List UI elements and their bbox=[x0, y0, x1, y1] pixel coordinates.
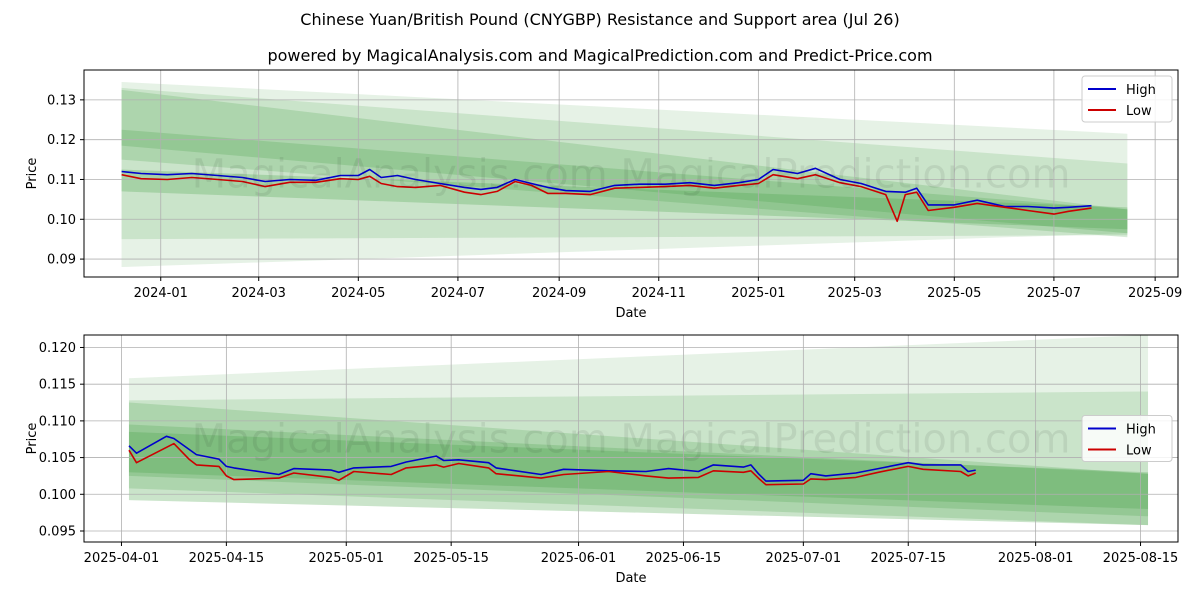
x-tick-label: 2025-07-01 bbox=[766, 551, 842, 566]
forecast-band-2 bbox=[128, 391, 1149, 526]
x-tick-label: 2024-03 bbox=[232, 286, 286, 301]
legend: High Low bbox=[1081, 75, 1173, 123]
y-tick-label: 0.10 bbox=[47, 213, 76, 228]
x-tick-label: 2025-06-15 bbox=[646, 551, 722, 566]
forecast-band-5 bbox=[121, 169, 1128, 230]
x-tick-label: 2025-04-01 bbox=[84, 551, 160, 566]
y-tick-label: 0.13 bbox=[47, 93, 76, 108]
forecast-band-4 bbox=[128, 424, 1149, 517]
legend-label-high: High bbox=[1126, 83, 1156, 98]
forecast-band-4 bbox=[121, 129, 1128, 234]
plot-frame bbox=[83, 334, 1179, 543]
x-tick-label: 2025-05-01 bbox=[308, 551, 384, 566]
y-tick-label: 0.105 bbox=[39, 451, 76, 466]
y-tick-label: 0.120 bbox=[39, 341, 76, 356]
y-tick-label: 0.11 bbox=[47, 173, 76, 188]
y-tick-label: 0.110 bbox=[39, 414, 76, 429]
watermark: MagicalAnalysis.com MagicalPrediction.co… bbox=[192, 152, 1071, 198]
x-tick-label: 2025-03 bbox=[828, 286, 882, 301]
x-tick-label: 2024-05 bbox=[331, 286, 385, 301]
legend: High Low bbox=[1081, 415, 1173, 462]
series-line-low bbox=[128, 442, 976, 486]
y-tick-label: 0.095 bbox=[39, 524, 76, 539]
forecast-band-1 bbox=[121, 81, 1128, 268]
x-tick-label: 2025-09 bbox=[1128, 286, 1182, 301]
plot-area bbox=[84, 335, 1178, 542]
y-tick-label: 0.115 bbox=[39, 378, 76, 393]
y-tick-label: 0.09 bbox=[47, 253, 76, 268]
x-tick-label: 2025-06-01 bbox=[541, 551, 617, 566]
x-tick-label: 2025-07 bbox=[1027, 286, 1081, 301]
y-axis-label: Price bbox=[25, 423, 40, 455]
forecast-band-1 bbox=[128, 335, 1149, 526]
y-axis-label: Price bbox=[25, 158, 40, 190]
y-tick-label: 0.100 bbox=[39, 488, 76, 503]
series-line-high bbox=[121, 167, 1092, 209]
x-tick-label: 2024-07 bbox=[431, 286, 485, 301]
x-tick-label: 2024-09 bbox=[532, 286, 586, 301]
x-tick-label: 2024-01 bbox=[134, 286, 188, 301]
forecast-band-3 bbox=[121, 89, 1128, 238]
x-tick-label: 2025-08-15 bbox=[1103, 551, 1179, 566]
series-line-low bbox=[121, 173, 1092, 223]
forecast-band-5 bbox=[128, 431, 1149, 509]
legend-label-high: High bbox=[1126, 423, 1156, 438]
x-axis-label: Date bbox=[615, 571, 646, 586]
chart-subtitle: powered by MagicalAnalysis.com and Magic… bbox=[267, 46, 933, 65]
forecast-band-2 bbox=[121, 87, 1128, 240]
x-axis-label: Date bbox=[615, 306, 646, 321]
y-tick-label: 0.12 bbox=[47, 133, 76, 148]
legend-label-low: Low bbox=[1126, 104, 1152, 119]
series-line-high bbox=[128, 435, 976, 482]
x-tick-label: 2025-05-15 bbox=[413, 551, 489, 566]
chart-title: Chinese Yuan/British Pound (CNYGBP) Resi… bbox=[300, 10, 900, 29]
legend-label-low: Low bbox=[1126, 444, 1152, 459]
x-tick-label: 2025-07-15 bbox=[870, 551, 946, 566]
x-tick-label: 2025-05 bbox=[927, 286, 981, 301]
plot-area bbox=[84, 70, 1178, 277]
x-tick-label: 2025-08-01 bbox=[998, 551, 1074, 566]
x-tick-label: 2024-11 bbox=[632, 286, 686, 301]
x-tick-label: 2025-01 bbox=[731, 286, 785, 301]
x-tick-label: 2025-04-15 bbox=[189, 551, 265, 566]
plot-frame bbox=[83, 69, 1179, 278]
watermark: MagicalAnalysis.com MagicalPrediction.co… bbox=[192, 417, 1071, 463]
